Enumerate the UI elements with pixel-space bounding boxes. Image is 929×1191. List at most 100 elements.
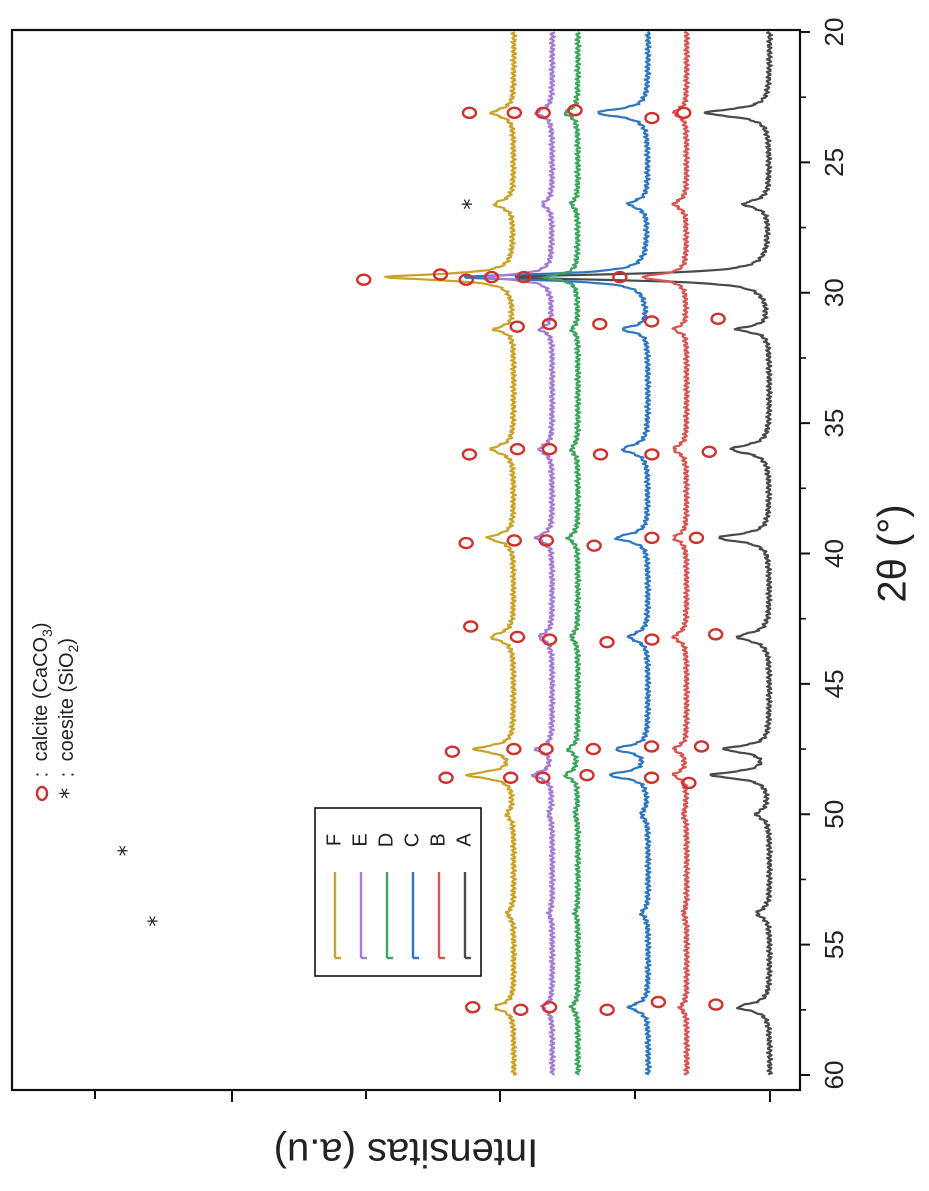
calcite-marker — [681, 776, 697, 790]
calcite-marker — [688, 531, 705, 545]
calcite-marker — [509, 443, 526, 456]
coesite-marker: * — [115, 845, 140, 856]
phase-legend-row-1: *: coesite (SiO2) — [56, 638, 82, 799]
phase-legend-label: coesite (SiO2) — [56, 638, 80, 761]
calcite-marker — [541, 443, 558, 456]
calcite-marker — [509, 630, 526, 644]
y-axis — [94, 1090, 771, 1102]
calcite-marker — [592, 448, 609, 461]
plot-frame — [10, 28, 802, 1092]
x-tick-label: 60 — [819, 1061, 849, 1090]
calcite-marker — [356, 273, 372, 286]
x-tick-label: 35 — [819, 409, 849, 438]
coesite-marker: * — [459, 199, 484, 210]
series-B-line — [641, 30, 691, 1076]
calcite-marker — [585, 742, 602, 756]
calcite-marker — [710, 312, 726, 326]
x-tick-label: 25 — [819, 148, 849, 177]
calcite-marker — [644, 633, 660, 646]
calcite-marker — [541, 317, 558, 331]
calcite-marker — [463, 620, 479, 633]
calcite-marker — [676, 106, 692, 120]
coesite-marker: * — [145, 916, 170, 927]
calcite-marker — [567, 104, 583, 117]
legend-label-C: C — [401, 833, 423, 847]
calcite-marker — [586, 539, 602, 552]
x-axis-title: 2θ (°) — [871, 504, 915, 602]
calcite-marker — [693, 740, 710, 753]
series-A-line — [514, 30, 774, 1076]
x-axis: 20 25 30 35 40 45 50 55 60 — [800, 18, 849, 1090]
x-tick-label: 45 — [819, 669, 849, 698]
calcite-marker — [506, 534, 522, 547]
series-C-line — [464, 31, 652, 1076]
calcite-marker — [438, 771, 454, 784]
phase-legend-label-suffix: ) — [30, 622, 52, 629]
x-tick-label: 55 — [819, 930, 849, 959]
legend-label-F: F — [323, 834, 345, 846]
calcite-marker — [644, 531, 660, 545]
calcite-marker — [643, 771, 660, 784]
legend-label-D: D — [375, 833, 397, 847]
phase-legend-label-prefix: calcite (CaCO — [30, 637, 52, 761]
calcite-marker — [509, 320, 525, 333]
calcite-marker — [650, 995, 667, 1009]
phase-legend-label-subscript: 3 — [39, 629, 55, 637]
calcite-marker — [506, 106, 523, 120]
calcite-marker — [535, 771, 551, 784]
annotation-layer: * * * — [115, 104, 726, 1017]
calcite-marker — [599, 1003, 615, 1017]
phase-legend: : calcite (CaCO3) *: coesite (SiO2) — [30, 622, 82, 802]
calcite-marker — [701, 445, 717, 459]
legend-label-E: E — [349, 833, 371, 846]
calcite-marker — [579, 768, 595, 782]
calcite-marker — [535, 106, 551, 120]
x-tick-label: 50 — [819, 800, 849, 829]
x-tick-label: 30 — [819, 278, 849, 307]
legend-label-A: A — [453, 833, 475, 847]
calcite-marker — [513, 1003, 529, 1017]
phase-legend-separator: : — [30, 772, 52, 778]
calcite-marker — [592, 317, 608, 331]
calcite-marker — [612, 270, 628, 284]
calcite-marker — [644, 448, 660, 461]
calcite-marker — [541, 633, 558, 646]
phase-legend-label: calcite (CaCO3) — [30, 622, 54, 761]
calcite-marker — [465, 1001, 481, 1014]
legend-label-B: B — [427, 833, 449, 846]
calcite-marker — [643, 740, 660, 753]
calcite-marker — [458, 536, 474, 550]
series-F-line — [384, 31, 518, 1076]
calcite-marker — [483, 270, 500, 284]
calcite-marker — [458, 273, 474, 286]
phase-legend-label-subscript: 2 — [65, 644, 81, 652]
calcite-marker — [644, 315, 660, 328]
calcite-marker — [538, 742, 554, 756]
y-axis-title: Intensitas (a.u) — [274, 1130, 539, 1174]
series-E-line — [485, 31, 556, 1076]
phase-legend-separator: : — [56, 772, 78, 778]
legend-box — [314, 807, 482, 977]
calcite-marker — [516, 270, 532, 284]
x-tick-label: 20 — [819, 18, 849, 47]
calcite-marker — [444, 745, 461, 758]
series-layer — [384, 30, 774, 1076]
calcite-marker — [506, 742, 522, 756]
calcite-legend-marker — [35, 785, 49, 802]
calcite-marker — [461, 448, 478, 461]
phase-legend-label-suffix: ) — [56, 638, 78, 645]
calcite-marker — [708, 998, 724, 1011]
series-D-line — [543, 31, 582, 1076]
calcite-marker — [707, 628, 724, 641]
x-tick-label: 40 — [819, 539, 849, 568]
phase-legend-label-prefix: coesite (SiO — [56, 652, 78, 761]
calcite-marker — [432, 268, 449, 281]
calcite-marker — [644, 111, 660, 125]
phase-legend-row-0: : calcite (CaCO3) — [30, 622, 55, 802]
calcite-marker — [541, 1001, 558, 1014]
calcite-marker — [461, 106, 478, 120]
calcite-marker — [538, 534, 555, 547]
calcite-marker — [503, 771, 519, 784]
